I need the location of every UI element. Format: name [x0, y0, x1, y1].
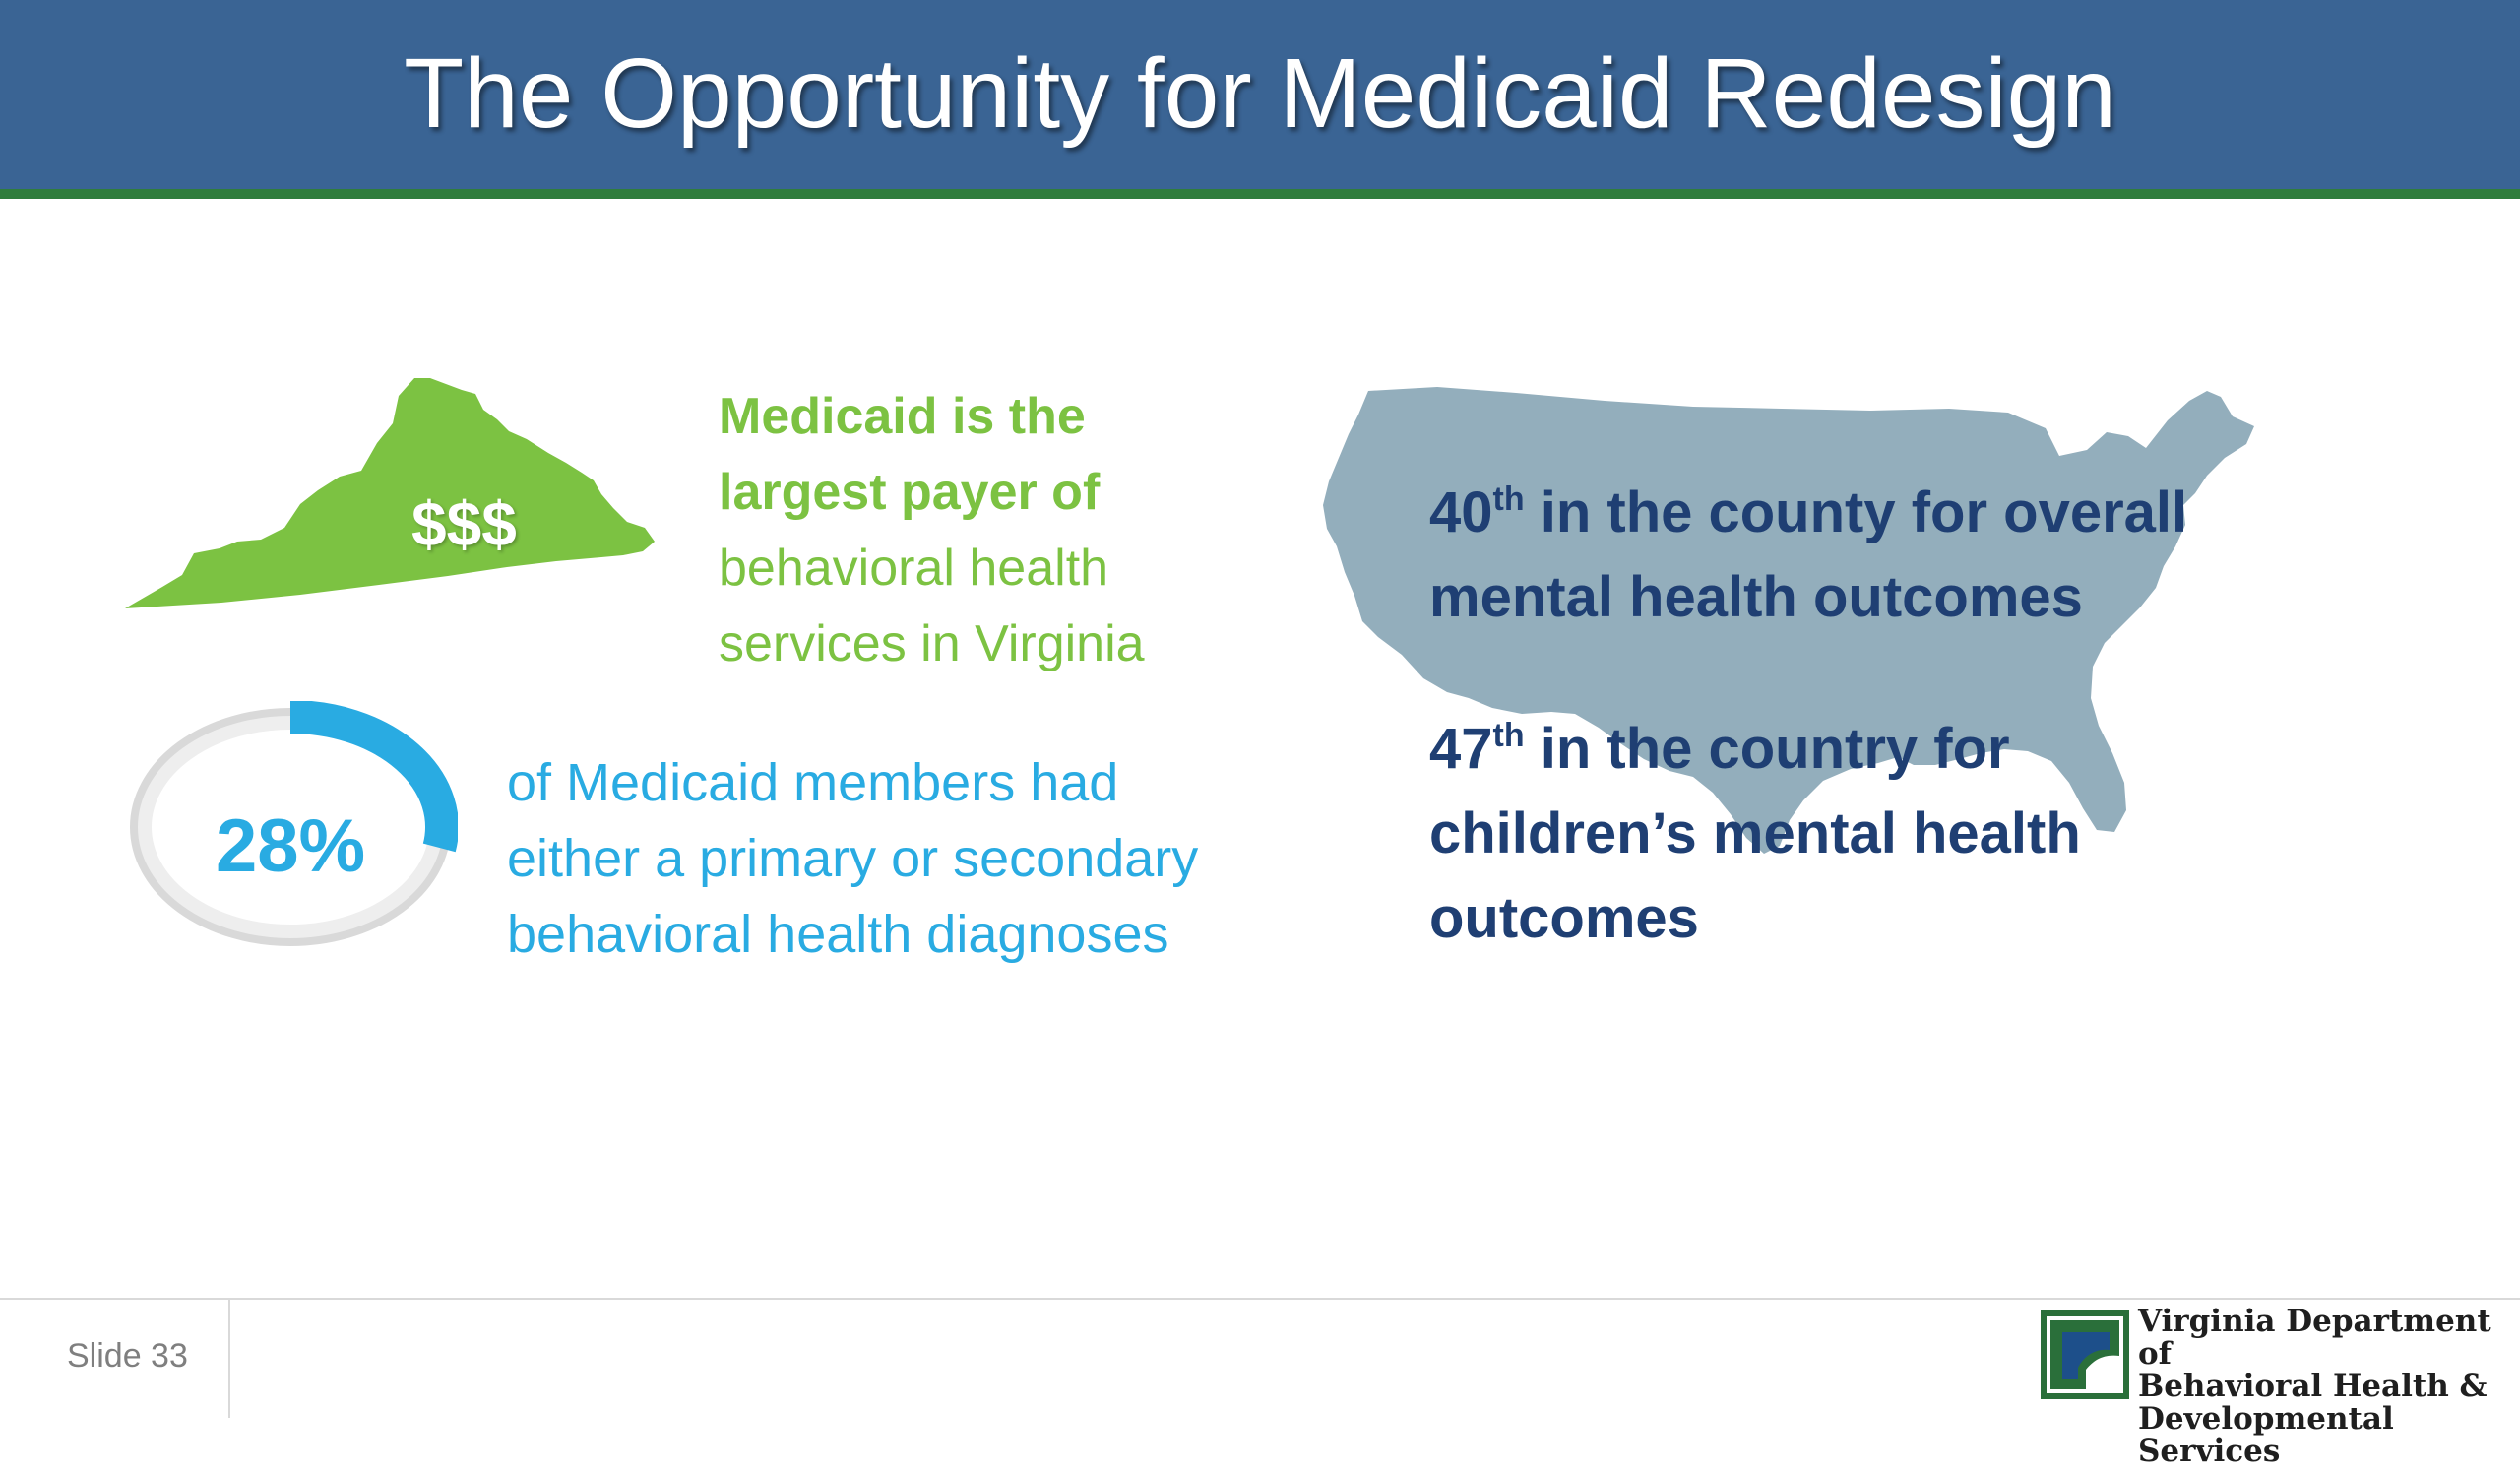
organization-name: Virginia Department of Behavioral Health…	[2138, 1306, 2492, 1468]
diagnoses-line-2: either a primary or secondary	[507, 829, 1199, 888]
dbhds-logo-icon	[2041, 1310, 2129, 1399]
child-ranking-line-1-rest: in the country for	[1524, 717, 2010, 781]
slide-number: Slide 33	[67, 1337, 188, 1374]
adult-ranking-line-2: mental health outcomes	[1429, 565, 2083, 629]
us-map-icon	[1323, 387, 2254, 854]
virginia-map-icon	[125, 378, 655, 608]
adult-ranking-line-1: 40th in the county for overall	[1429, 471, 2414, 555]
adult-ranking-line-1-rest: in the county for overall	[1524, 480, 2188, 544]
org-line-2: Behavioral Health &	[2138, 1369, 2488, 1404]
footer-divider	[0, 1298, 2520, 1300]
payer-line-3: behavioral health	[719, 540, 1109, 597]
adult-rank: 40	[1429, 480, 1493, 544]
percent-label: 28%	[215, 804, 366, 888]
medicaid-payer-text: Medicaid is the largest payer of behavio…	[719, 379, 1270, 682]
child-rank: 47	[1429, 717, 1493, 781]
payer-line-2: largest payer of	[719, 464, 1101, 521]
percent-donut-chart	[130, 701, 458, 946]
org-line-3: Developmental Services	[2138, 1401, 2394, 1469]
child-ranking-line-2: children’s mental health	[1429, 801, 2081, 865]
adult-ranking-text: 40th in the county for overall mental he…	[1429, 471, 2414, 640]
footer-vertical-divider	[228, 1300, 230, 1418]
payer-line-4: services in Virginia	[719, 615, 1145, 672]
adult-rank-suffix: th	[1492, 480, 1525, 518]
child-ranking-line-1: 47th in the country for	[1429, 707, 2414, 792]
slide-title: The Opportunity for Medicaid Redesign	[404, 38, 2116, 149]
child-rank-suffix: th	[1492, 717, 1525, 754]
donut-value-arc	[289, 701, 458, 853]
child-ranking-text: 47th in the country for children’s menta…	[1429, 707, 2414, 961]
dollar-badge: $$$	[411, 488, 517, 559]
diagnoses-text: of Medicaid members had either a primary…	[507, 745, 1294, 973]
payer-line-1: Medicaid is the	[719, 388, 1086, 445]
diagnoses-line-3: behavioral health diagnoses	[507, 905, 1169, 964]
diagnoses-line-1: of Medicaid members had	[507, 753, 1119, 812]
child-ranking-line-3: outcomes	[1429, 886, 1699, 950]
title-bar-accent-rule	[0, 189, 2520, 199]
title-bar	[0, 0, 2520, 189]
org-line-1: Virginia Department of	[2138, 1304, 2491, 1372]
